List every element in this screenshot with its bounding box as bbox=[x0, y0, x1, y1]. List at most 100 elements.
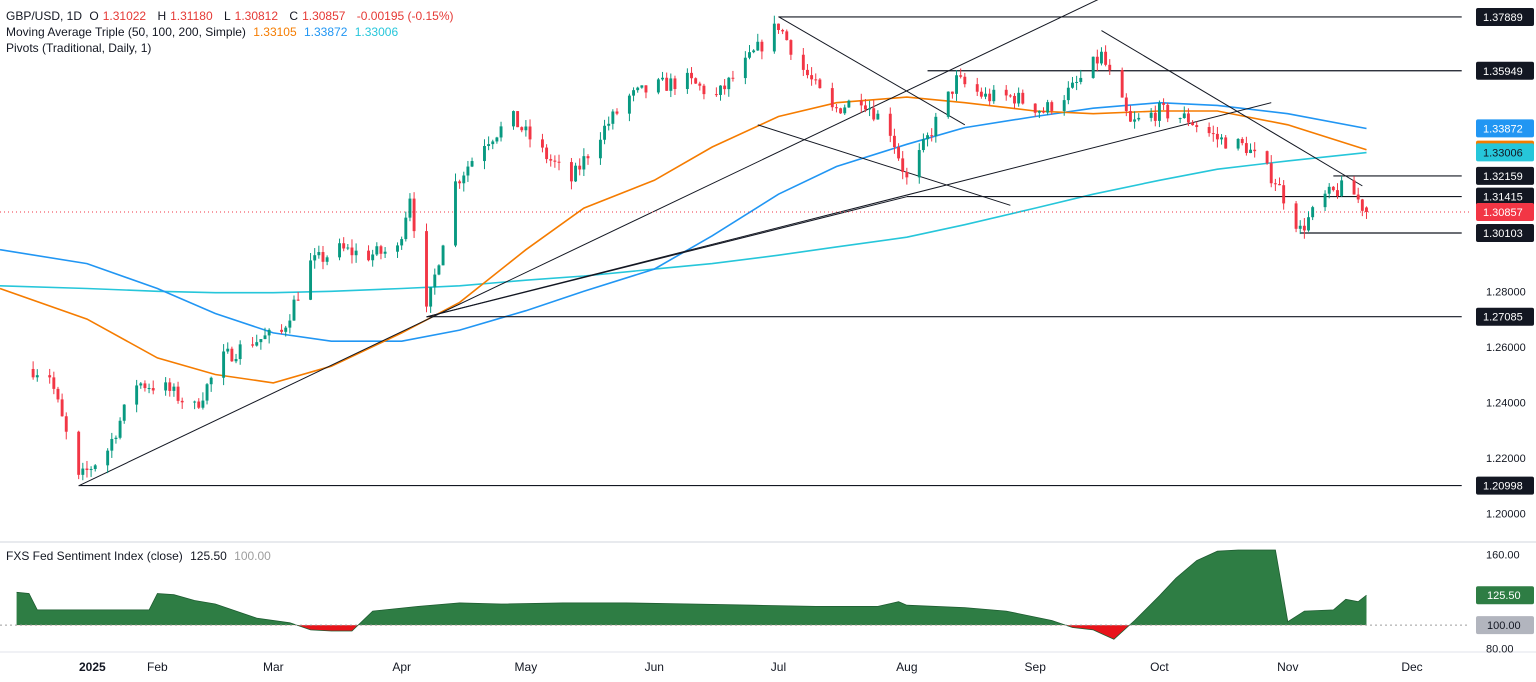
candle-body bbox=[1278, 184, 1281, 186]
candle-body bbox=[661, 77, 664, 80]
legend-sentiment: FXS Fed Sentiment Index (close) 125.50 1… bbox=[6, 548, 275, 564]
candle-body bbox=[1133, 119, 1137, 122]
candle-body bbox=[921, 139, 925, 151]
candle-body bbox=[1182, 113, 1186, 119]
x-tick-label: Dec bbox=[1401, 660, 1422, 674]
candle-body bbox=[830, 88, 834, 108]
candle-body bbox=[607, 123, 611, 126]
candle-body bbox=[1153, 112, 1157, 121]
candle-body bbox=[1149, 112, 1153, 118]
candle-body bbox=[56, 388, 60, 400]
candle-body bbox=[843, 107, 847, 114]
candle-body bbox=[777, 23, 780, 30]
legend-close: C 1.30857 bbox=[289, 9, 346, 23]
candle-body bbox=[85, 468, 89, 470]
candle-body bbox=[263, 335, 267, 340]
legend-ma: Moving Average Triple (50, 100, 200, Sim… bbox=[6, 24, 402, 40]
sentiment-label: 125.50 bbox=[1487, 590, 1521, 602]
candle-body bbox=[1017, 92, 1021, 104]
candle-body bbox=[731, 77, 735, 79]
candle-body bbox=[702, 85, 706, 95]
candle-body bbox=[1215, 133, 1219, 140]
candle-body bbox=[1244, 143, 1248, 154]
x-tick-label: Oct bbox=[1150, 660, 1169, 674]
legend-symbol: GBP/USD, 1D bbox=[6, 9, 83, 23]
candle-body bbox=[872, 108, 876, 120]
candle-body bbox=[1050, 102, 1054, 111]
candle-body bbox=[52, 377, 56, 389]
candle-body bbox=[1302, 225, 1306, 231]
candle-body bbox=[888, 113, 892, 136]
candle-body bbox=[611, 111, 615, 124]
candle-body bbox=[1108, 64, 1112, 71]
candle-body bbox=[342, 243, 346, 249]
candle-body bbox=[665, 77, 669, 91]
candle-body bbox=[81, 468, 85, 475]
candle-body bbox=[288, 320, 292, 328]
candle-body bbox=[354, 250, 358, 256]
candle-body bbox=[930, 135, 934, 137]
price-label: 1.35949 bbox=[1483, 66, 1523, 78]
candle-body bbox=[752, 50, 756, 53]
candle-body bbox=[1336, 190, 1339, 196]
candle-body bbox=[1265, 151, 1269, 164]
candle-body bbox=[1273, 183, 1277, 185]
legend-high: H 1.31180 bbox=[157, 9, 213, 23]
candle-body bbox=[1311, 207, 1315, 218]
candle-body bbox=[1360, 199, 1364, 211]
candle-body bbox=[1269, 163, 1273, 184]
candle-body bbox=[975, 84, 979, 92]
candle-body bbox=[582, 156, 586, 170]
candle-body bbox=[673, 78, 677, 90]
x-tick-label: May bbox=[515, 660, 538, 674]
legend-pivots-title: Pivots (Traditional, Daily, 1) bbox=[6, 41, 152, 55]
candle-body bbox=[760, 41, 764, 52]
candle-body bbox=[375, 246, 379, 255]
price-label: 1.27085 bbox=[1483, 312, 1523, 324]
candle-body bbox=[176, 386, 180, 401]
candle-body bbox=[222, 351, 226, 378]
candle-body bbox=[168, 382, 172, 391]
sentiment-label-box bbox=[1476, 616, 1534, 635]
candle-body bbox=[1178, 118, 1182, 120]
candle-body bbox=[487, 144, 491, 146]
sentiment-label: 100.00 bbox=[1487, 620, 1521, 632]
candle-body bbox=[955, 75, 958, 94]
trendline bbox=[426, 196, 907, 318]
candle-body bbox=[151, 388, 155, 391]
candle-body bbox=[698, 83, 702, 86]
candle-body bbox=[193, 401, 197, 403]
candle-body bbox=[781, 29, 785, 32]
candle-body bbox=[367, 250, 370, 261]
candle-body bbox=[598, 139, 602, 159]
legend-low: L 1.30812 bbox=[223, 9, 279, 23]
candle-body bbox=[346, 247, 350, 249]
x-tick-label: Jun bbox=[645, 660, 664, 674]
candle-body bbox=[1124, 97, 1128, 112]
candle-body bbox=[309, 260, 313, 300]
candle-body bbox=[106, 450, 110, 466]
candle-body bbox=[988, 93, 992, 102]
candle-body bbox=[1207, 127, 1211, 134]
candle-body bbox=[1075, 81, 1079, 83]
candle-body bbox=[859, 100, 863, 106]
candle-body bbox=[1046, 102, 1050, 113]
sentiment-y-tick: 160.00 bbox=[1486, 550, 1520, 562]
candle-body bbox=[429, 287, 433, 307]
candle-body bbox=[1157, 103, 1161, 121]
ma200-line bbox=[0, 151, 1367, 294]
candle-body bbox=[338, 243, 341, 258]
candle-body bbox=[785, 31, 789, 41]
price-label: 1.33006 bbox=[1483, 147, 1523, 159]
candle-body bbox=[1240, 138, 1244, 144]
legend-sentiment-title: FXS Fed Sentiment Index (close) bbox=[6, 549, 183, 563]
candle-body bbox=[1004, 89, 1008, 96]
candle-body bbox=[756, 41, 760, 51]
candle-body bbox=[1253, 149, 1257, 152]
candle-body bbox=[748, 52, 751, 58]
sentiment-y-tick: 80.00 bbox=[1486, 644, 1514, 656]
candle-body bbox=[1211, 133, 1215, 135]
candle-body bbox=[979, 91, 983, 97]
candle-body bbox=[644, 85, 648, 93]
candle-body bbox=[400, 239, 404, 246]
